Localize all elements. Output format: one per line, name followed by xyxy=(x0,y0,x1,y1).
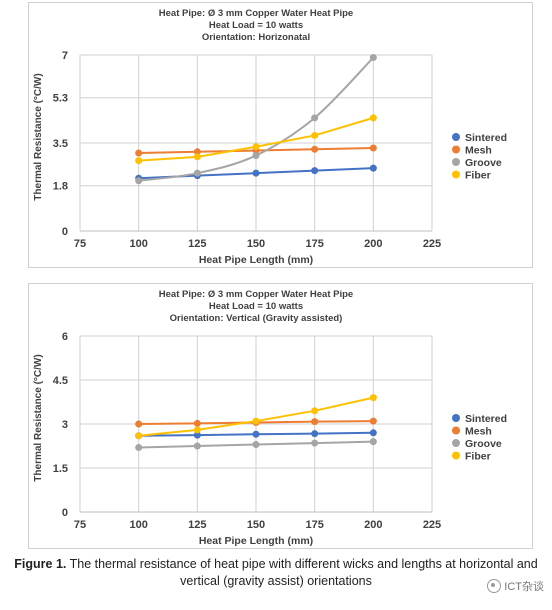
chart2-series-groove-point xyxy=(193,442,201,450)
chart2-series-mesh-point xyxy=(311,418,319,426)
chart1-series-groove-point xyxy=(135,177,143,185)
chart2-series-mesh-point xyxy=(193,419,201,427)
watermark: ICT杂谈 xyxy=(487,578,544,594)
chart2-series-sintered-point xyxy=(252,430,260,438)
watermark-text: ICT杂谈 xyxy=(504,581,544,593)
chart2-y-tick-label: 1.5 xyxy=(53,463,68,475)
chart1-series-groove-point xyxy=(252,152,260,160)
chart2-series-groove-point xyxy=(252,441,260,449)
chart1-legend-mesh-label: Mesh xyxy=(465,145,492,157)
chart2-title-line: Orientation: Vertical (Gravity assisted) xyxy=(170,313,343,324)
chart2-series-groove-point xyxy=(369,438,377,446)
chart1-x-tick-label: 75 xyxy=(74,238,86,250)
chart2-legend-groove-marker xyxy=(452,439,460,447)
chart1-legend-sintered-marker xyxy=(452,133,460,141)
caption-label: Figure 1. xyxy=(14,557,67,571)
chart1-x-tick-label: 200 xyxy=(364,238,382,250)
chart1-x-axis-title: Heat Pipe Length (mm) xyxy=(199,254,313,266)
chart1-y-tick-label: 1.8 xyxy=(53,181,68,193)
chart-vertical: Heat Pipe: Ø 3 mm Copper Water Heat Pipe… xyxy=(28,283,533,549)
chart1-series-fiber-point xyxy=(252,143,260,151)
chart1-y-tick-label: 7 xyxy=(62,50,68,62)
chart2-series-fiber-point xyxy=(135,432,143,440)
chart1-series-fiber-point xyxy=(369,114,377,122)
chart1-y-axis-title: Thermal Resistance (°C/W) xyxy=(33,73,44,200)
chart2-y-axis-title: Thermal Resistance (°C/W) xyxy=(33,354,44,481)
chart1-series-groove-point xyxy=(311,114,319,122)
chart1-x-tick-label: 125 xyxy=(188,238,206,250)
chart2-y-tick-label: 0 xyxy=(62,507,68,519)
chart2-series-fiber-point xyxy=(252,417,260,425)
chart2-series-sintered-point xyxy=(311,430,319,438)
chart2-x-tick-label: 200 xyxy=(364,519,382,531)
chart1-legend-groove-label: Groove xyxy=(465,157,502,169)
chart2-series-fiber-point xyxy=(193,426,201,434)
chart1-series-groove-point xyxy=(193,169,201,177)
chart1-series-sintered-point xyxy=(252,169,260,177)
chart2-series-groove-point xyxy=(311,439,319,447)
chart1-series-fiber-point xyxy=(135,157,143,165)
chart2-x-tick-label: 175 xyxy=(305,519,323,531)
chart1-title-line: Orientation: Horizonatal xyxy=(202,32,310,43)
chart1-x-tick-label: 150 xyxy=(247,238,265,250)
chart1-series-fiber-point xyxy=(311,131,319,139)
chart2-y-tick-label: 3 xyxy=(62,419,68,431)
chart1-series-sintered-point xyxy=(311,167,319,175)
chart2-series-groove-point xyxy=(135,443,143,451)
chart-horizontal: Heat Pipe: Ø 3 mm Copper Water Heat Pipe… xyxy=(28,2,533,268)
chart1-series-mesh-point xyxy=(369,144,377,152)
chart1-series-mesh-point xyxy=(135,149,143,157)
chart2-title-line: Heat Load = 10 watts xyxy=(209,301,303,312)
chart1-x-tick-label: 225 xyxy=(423,238,441,250)
chart2-legend-sintered-label: Sintered xyxy=(465,413,507,425)
chart2-x-tick-label: 75 xyxy=(74,519,86,531)
chart2-legend-fiber-marker xyxy=(452,451,460,460)
chart2-legend-mesh-marker xyxy=(452,426,460,435)
chart2-legend-fiber-label: Fiber xyxy=(465,451,491,463)
chart1-legend-groove-marker xyxy=(452,158,460,166)
chart1-x-tick-label: 100 xyxy=(129,238,147,250)
chart1-title-line: Heat Load = 10 watts xyxy=(209,20,303,31)
chart2-legend-sintered-marker xyxy=(452,414,460,422)
chart1-series-groove-line xyxy=(138,56,375,182)
chart2-x-tick-label: 150 xyxy=(247,519,265,531)
chart-horizontal-svg: Heat Pipe: Ø 3 mm Copper Water Heat Pipe… xyxy=(33,8,507,266)
chart1-legend-sintered-label: Sintered xyxy=(465,132,507,144)
chart1-y-tick-label: 3.5 xyxy=(53,138,68,150)
chart2-x-axis-title: Heat Pipe Length (mm) xyxy=(199,535,313,547)
chart2-x-tick-label: 100 xyxy=(129,519,147,531)
chart1-title-line: Heat Pipe: Ø 3 mm Copper Water Heat Pipe xyxy=(159,8,353,19)
chart1-series-sintered-point xyxy=(369,164,377,172)
caption-text: The thermal resistance of heat pipe with… xyxy=(66,557,538,588)
chart2-legend-groove-label: Groove xyxy=(465,438,502,450)
chart2-series-sintered-point xyxy=(369,429,377,437)
chart2-y-tick-label: 4.5 xyxy=(53,375,68,387)
chart1-legend-mesh-marker xyxy=(452,145,460,154)
chart2-series-fiber-point xyxy=(369,394,377,402)
chart2-title-line: Heat Pipe: Ø 3 mm Copper Water Heat Pipe xyxy=(159,289,353,300)
chart1-x-tick-label: 175 xyxy=(305,238,323,250)
chart1-y-tick-label: 0 xyxy=(62,226,68,238)
chart2-y-tick-label: 6 xyxy=(62,331,68,343)
chart2-x-tick-label: 225 xyxy=(423,519,441,531)
chart1-y-tick-label: 5.3 xyxy=(53,93,68,105)
chart2-series-sintered-point xyxy=(193,431,201,439)
chart2-series-fiber-point xyxy=(311,407,319,415)
chart1-legend-fiber-marker xyxy=(452,170,460,179)
chart2-legend-mesh-label: Mesh xyxy=(465,426,492,438)
chart1-legend-fiber-label: Fiber xyxy=(465,170,491,182)
chart1-series-mesh-point xyxy=(311,145,319,153)
chart2-series-mesh-point xyxy=(135,420,143,428)
chart1-series-mesh-point xyxy=(193,148,201,156)
chart2-x-tick-label: 125 xyxy=(188,519,206,531)
chart2-series-mesh-point xyxy=(369,417,377,425)
figure-caption: Figure 1. The thermal resistance of heat… xyxy=(0,556,552,590)
chart1-series-groove-point xyxy=(369,54,377,62)
watermark-icon xyxy=(487,579,502,593)
chart1-series-fiber-point xyxy=(193,153,201,161)
chart-vertical-svg: Heat Pipe: Ø 3 mm Copper Water Heat Pipe… xyxy=(33,289,507,547)
